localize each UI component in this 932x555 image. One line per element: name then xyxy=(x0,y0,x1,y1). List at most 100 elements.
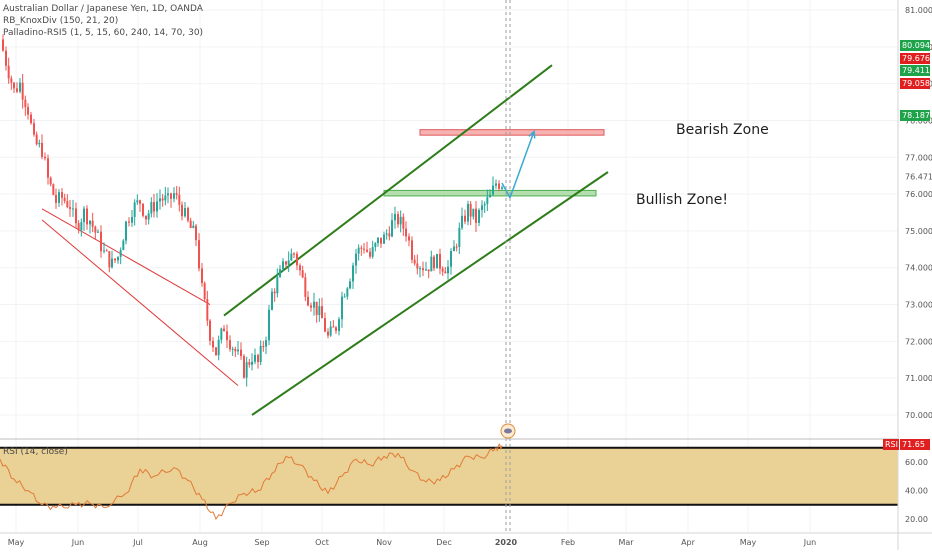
candle-body xyxy=(397,213,399,225)
price-tick-label: 76.000 xyxy=(905,190,932,199)
candle-body xyxy=(69,207,71,209)
candle-body xyxy=(453,246,455,252)
candle-body xyxy=(388,233,391,237)
candle-body xyxy=(47,158,49,178)
candle-body xyxy=(439,253,441,269)
candle-body xyxy=(184,208,186,217)
rsi-pane: 20.00 40.00 60.00 xyxy=(0,443,928,524)
time-tick-label: Jun xyxy=(71,538,85,547)
candle-body xyxy=(201,268,203,284)
candle-body xyxy=(13,82,15,89)
price-tick-label: 76.471 xyxy=(905,173,932,182)
candle-body xyxy=(139,200,141,204)
candle-body xyxy=(243,356,245,378)
candle-body xyxy=(108,251,111,268)
candle-body xyxy=(329,326,332,336)
candle-body xyxy=(408,236,410,241)
candle-body xyxy=(366,249,368,252)
candle-body xyxy=(422,268,424,271)
candle-body xyxy=(100,231,102,252)
candle-body xyxy=(450,251,452,267)
candle-body xyxy=(383,234,385,244)
indicator-knoxdiv-label: RB_KnoxDiv (150, 21, 20) xyxy=(3,16,119,26)
projection-path xyxy=(501,131,535,200)
time-tick-label: Jul xyxy=(132,538,143,547)
candle-body xyxy=(226,331,228,341)
candle-body xyxy=(338,319,340,331)
candle-body xyxy=(119,250,122,257)
candle-body xyxy=(472,208,475,217)
event-badge-glyph xyxy=(504,428,512,434)
candle-body xyxy=(293,253,295,255)
price-tag-78187: 78.187 xyxy=(900,110,930,121)
candle-body xyxy=(41,142,43,157)
candle-body xyxy=(419,268,421,270)
candle-body xyxy=(486,197,489,205)
candle-body xyxy=(444,271,447,274)
candle-body xyxy=(24,99,27,108)
price-tick-label: 74.000 xyxy=(905,264,932,273)
candle-body xyxy=(335,327,337,331)
candle-body xyxy=(265,340,267,347)
candle-body xyxy=(458,227,461,247)
candle-body xyxy=(254,354,256,362)
candle-body xyxy=(257,354,259,363)
candle-body xyxy=(301,270,304,278)
time-tick-label: Apr xyxy=(681,538,696,547)
candle-body xyxy=(248,362,251,365)
candle-body xyxy=(131,216,133,223)
candle-body xyxy=(5,50,7,66)
candle-body xyxy=(416,263,419,269)
grid-layer xyxy=(0,0,898,532)
channel-line xyxy=(223,64,553,317)
candle-body xyxy=(327,331,329,336)
candle-body xyxy=(220,328,223,340)
time-tick-label: Sep xyxy=(254,538,269,547)
candle-body xyxy=(229,340,231,350)
candle-body xyxy=(501,187,503,189)
time-tick-label: May xyxy=(740,538,757,547)
price-tick-label: 70.000 xyxy=(905,411,932,420)
candle-body xyxy=(86,208,88,225)
candle-body xyxy=(187,208,189,221)
candle-body xyxy=(318,306,321,315)
bearish-zone-rect xyxy=(419,129,605,136)
price-tag-79411: 79.411 xyxy=(900,65,930,76)
candle-body xyxy=(441,268,444,272)
candle-body xyxy=(245,362,248,378)
candle-body xyxy=(164,195,167,201)
candle-body xyxy=(315,301,318,315)
candle-body xyxy=(483,204,486,206)
candle-body xyxy=(349,281,351,289)
candle-body xyxy=(498,183,500,189)
candle-body xyxy=(209,320,211,341)
trendline-layer xyxy=(41,64,609,416)
candle-body xyxy=(310,305,312,308)
candle-body xyxy=(469,203,472,217)
candle-body xyxy=(363,248,365,250)
candle-body xyxy=(55,194,57,203)
candle-body xyxy=(117,256,119,261)
candle-body xyxy=(391,220,393,237)
candle-body xyxy=(27,107,29,115)
candle-body xyxy=(380,237,382,244)
candle-body xyxy=(371,247,374,257)
candle-body xyxy=(192,225,195,228)
candle-body xyxy=(203,283,206,300)
candle-body xyxy=(114,258,116,261)
candle-body xyxy=(159,198,161,202)
candle-body xyxy=(206,299,209,321)
candle-body xyxy=(181,204,183,217)
candle-body xyxy=(198,240,200,269)
candle-body xyxy=(80,222,83,231)
candle-body xyxy=(287,260,290,265)
candle-body xyxy=(296,253,298,266)
candle-body xyxy=(111,258,113,268)
time-tick-label: May xyxy=(8,538,25,547)
candle-body xyxy=(427,269,430,272)
candle-body xyxy=(341,296,343,320)
candle-body xyxy=(173,193,175,199)
rsi-band xyxy=(0,447,898,505)
candle-body xyxy=(413,259,416,264)
